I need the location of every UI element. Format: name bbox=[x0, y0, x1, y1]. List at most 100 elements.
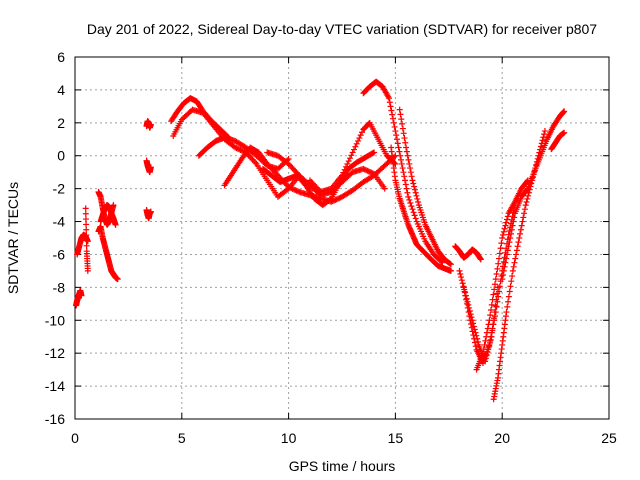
data-point bbox=[395, 144, 402, 151]
data-point bbox=[508, 278, 515, 285]
data-point bbox=[482, 337, 489, 344]
data-point bbox=[406, 196, 413, 203]
data-point bbox=[510, 218, 517, 225]
data-point bbox=[561, 108, 568, 115]
data-point bbox=[415, 199, 422, 206]
data-point bbox=[399, 125, 406, 132]
data-point bbox=[524, 186, 531, 193]
data-point bbox=[523, 199, 530, 206]
data-point bbox=[561, 129, 568, 136]
data-point bbox=[365, 168, 372, 175]
data-point bbox=[352, 143, 359, 150]
series-arc-14 bbox=[259, 149, 378, 209]
data-point bbox=[355, 137, 362, 144]
data-point bbox=[236, 146, 243, 153]
data-point bbox=[473, 332, 480, 339]
data-point bbox=[503, 255, 510, 262]
data-point bbox=[522, 202, 529, 209]
data-point bbox=[409, 206, 416, 213]
data-point bbox=[500, 228, 507, 235]
data-point bbox=[348, 152, 355, 159]
data-point bbox=[456, 267, 463, 274]
data-point bbox=[82, 216, 89, 223]
data-point bbox=[403, 144, 410, 151]
data-point bbox=[471, 339, 478, 346]
data-point bbox=[447, 267, 454, 274]
grid-lines bbox=[75, 57, 609, 419]
data-point bbox=[505, 298, 512, 305]
data-point bbox=[368, 169, 375, 176]
data-point bbox=[521, 210, 528, 217]
data-point bbox=[412, 215, 419, 222]
data-point bbox=[492, 309, 499, 316]
data-point bbox=[541, 131, 548, 138]
data-point bbox=[403, 148, 410, 155]
data-point bbox=[514, 243, 521, 250]
data-point bbox=[495, 260, 502, 267]
data-point bbox=[398, 160, 405, 167]
y-tick-label: -6 bbox=[53, 246, 66, 262]
data-point bbox=[493, 270, 500, 277]
data-point bbox=[498, 240, 505, 247]
data-point bbox=[488, 301, 495, 308]
data-point bbox=[474, 338, 481, 345]
data-point bbox=[237, 146, 244, 153]
data-point bbox=[411, 183, 418, 190]
data-point bbox=[343, 163, 350, 170]
data-point bbox=[357, 132, 364, 139]
data-point bbox=[396, 106, 403, 113]
series-arc-17 bbox=[360, 78, 446, 266]
data-point bbox=[290, 186, 297, 193]
series-arc-25 bbox=[499, 108, 568, 283]
data-point bbox=[501, 263, 508, 270]
data-point bbox=[481, 341, 488, 348]
data-point bbox=[233, 145, 240, 152]
data-point bbox=[408, 173, 415, 180]
data-point bbox=[356, 135, 363, 142]
data-point bbox=[513, 251, 520, 258]
data-point bbox=[389, 111, 396, 118]
data-point bbox=[413, 192, 420, 199]
series-arc-20 bbox=[452, 243, 484, 263]
data-point bbox=[487, 312, 494, 319]
data-point bbox=[506, 288, 513, 295]
data-point bbox=[147, 121, 154, 128]
data-point bbox=[491, 286, 498, 293]
data-point bbox=[458, 277, 465, 284]
data-point bbox=[504, 303, 511, 310]
data-point bbox=[505, 293, 512, 300]
data-point bbox=[404, 189, 411, 196]
data-point bbox=[232, 144, 239, 151]
data-point bbox=[492, 302, 499, 309]
data-point bbox=[407, 169, 414, 176]
data-point bbox=[414, 195, 421, 202]
data-point bbox=[394, 140, 401, 147]
data-point bbox=[82, 210, 89, 217]
data-point bbox=[490, 291, 497, 298]
data-point bbox=[471, 335, 478, 342]
data-point bbox=[83, 232, 90, 239]
data-point bbox=[386, 99, 393, 106]
series-arc-12 bbox=[195, 134, 292, 172]
data-point bbox=[500, 231, 507, 238]
data-point bbox=[344, 160, 351, 167]
data-point bbox=[333, 196, 340, 203]
data-point bbox=[502, 259, 509, 266]
series-arc-18 bbox=[388, 144, 454, 274]
y-axis-label: SDTVAR / TECUs bbox=[5, 182, 21, 294]
data-point bbox=[520, 214, 527, 221]
data-point bbox=[504, 216, 511, 223]
data-point bbox=[285, 183, 292, 190]
data-point bbox=[487, 306, 494, 313]
data-point bbox=[397, 152, 404, 159]
data-point bbox=[479, 350, 486, 357]
data-point bbox=[524, 178, 531, 185]
data-point bbox=[336, 195, 343, 202]
data-point bbox=[457, 270, 464, 277]
series-arc-03 bbox=[82, 205, 91, 274]
data-point bbox=[402, 139, 409, 146]
data-point bbox=[341, 166, 348, 173]
data-point bbox=[477, 256, 484, 263]
data-point bbox=[351, 146, 358, 153]
data-point bbox=[401, 173, 408, 180]
